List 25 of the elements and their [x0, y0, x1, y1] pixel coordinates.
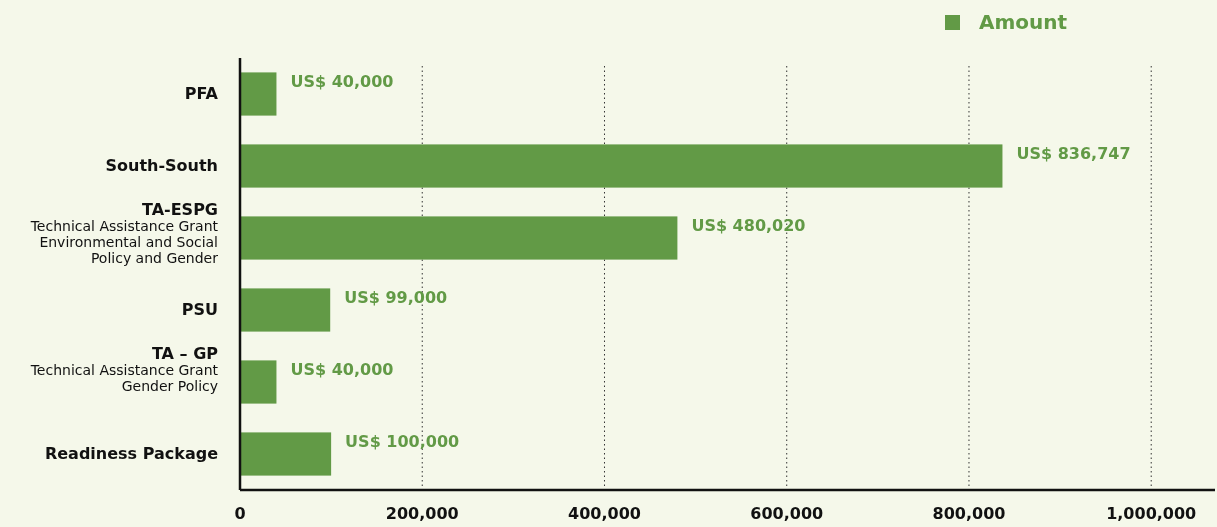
y-tick-label: TA-ESPG Technical Assistance Grant Environmental and Social Policy and Gender	[29, 200, 219, 267]
legend-label: Amount	[979, 10, 1068, 34]
x-tick-label: 600,000	[750, 504, 824, 523]
bar	[240, 72, 277, 116]
data-label: US$ 100,000	[345, 432, 460, 452]
x-tick-label: 800,000	[932, 504, 1006, 523]
bar	[240, 360, 277, 404]
bar	[240, 288, 331, 332]
bar	[240, 144, 1003, 188]
y-tick-label: South-South	[105, 156, 218, 175]
y-tick-label: PFA	[184, 84, 219, 103]
x-tick-label: 200,000	[385, 504, 459, 523]
data-label: US$ 836,747	[1016, 144, 1131, 164]
y-tick-label: Readiness Package	[44, 444, 219, 463]
data-label: US$ 99,000	[344, 288, 448, 308]
data-label: US$ 40,000	[290, 360, 394, 380]
x-tick-label: 0	[234, 504, 246, 523]
y-tick-label: PSU	[181, 300, 218, 319]
x-tick-label: 1,000,000	[1106, 504, 1197, 523]
y-tick-label: TA – GP Technical Assistance Grant Gender Policy	[29, 344, 219, 395]
data-label: US$ 40,000	[290, 72, 394, 92]
x-tick-label: 400,000	[568, 504, 641, 523]
data-label: US$ 480,020	[691, 216, 806, 236]
bar	[240, 216, 678, 260]
bar	[240, 432, 332, 476]
